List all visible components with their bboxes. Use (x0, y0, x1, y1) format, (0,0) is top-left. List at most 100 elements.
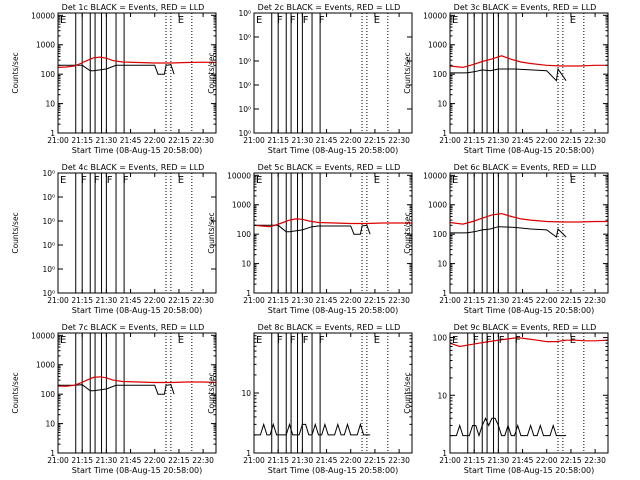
events-series-line (58, 64, 175, 75)
panel-title: Det 1c BLACK = Events, RED = LLD (62, 3, 205, 12)
lld-series-line (57, 56, 217, 68)
x-tick-label: 22:30 (584, 296, 606, 305)
x-tick-label: 21:45 (316, 296, 338, 305)
panel-title: Det 3c BLACK = Events, RED = LLD (454, 3, 597, 12)
x-axis-label: Start Time (08-Aug-15 20:58:00) (268, 466, 399, 475)
y-tick-label: 10⁰ (238, 9, 251, 18)
lld-series-line (57, 376, 217, 387)
x-tick-label: 22:00 (536, 296, 558, 305)
y-tick-label: 100 (433, 230, 448, 239)
y-axis-label: Counts/sec (11, 212, 20, 253)
y-axis-label: Counts/sec (403, 52, 412, 93)
marker-e: E (452, 15, 458, 26)
panel-title: Det 6c BLACK = Events, RED = LLD (454, 163, 597, 172)
marker-f: F (303, 15, 309, 26)
y-tick-label: 1 (50, 449, 55, 458)
x-tick-label: 22:30 (192, 456, 214, 465)
x-axis-label: Start Time (08-Aug-15 20:58:00) (268, 306, 399, 315)
x-tick-label: 21:30 (488, 296, 510, 305)
y-tick-label: 10⁰ (238, 57, 251, 66)
marker-f: F (319, 15, 325, 26)
y-tick-label: 10 (437, 391, 447, 400)
marker-e: E (452, 335, 458, 346)
events-series-line (58, 384, 175, 395)
y-axis-label: Counts/sec (403, 212, 412, 253)
x-tick-label: 21:00 (243, 456, 265, 465)
plot-frame (57, 172, 217, 294)
y-tick-label: 1000 (428, 41, 447, 50)
marker-f: F (277, 15, 283, 26)
x-tick-label: 21:15 (267, 136, 289, 145)
y-tick-label: 10⁰ (238, 81, 251, 90)
x-tick-label: 21:00 (439, 456, 461, 465)
x-tick-label: 21:15 (71, 136, 93, 145)
y-tick-label: 100 (41, 70, 56, 79)
x-tick-label: 22:15 (168, 136, 190, 145)
marker-e: E (178, 15, 184, 26)
y-tick-label: 1 (50, 129, 55, 138)
x-tick-label: 21:00 (47, 296, 69, 305)
x-tick-label: 22:30 (192, 296, 214, 305)
y-tick-label: 10⁰ (42, 169, 55, 178)
y-axis-label: Counts/sec (403, 372, 412, 413)
marker-f: F (303, 335, 309, 346)
x-tick-label: 22:15 (560, 456, 582, 465)
plot-frame (57, 332, 217, 454)
x-tick-label: 21:30 (292, 456, 314, 465)
y-tick-label: 1 (442, 289, 447, 298)
marker-f: F (515, 335, 521, 346)
panel-title: Det 5c BLACK = Events, RED = LLD (258, 163, 401, 172)
marker-e: E (60, 15, 66, 26)
events-series-line (450, 67, 567, 82)
x-tick-label: 21:15 (267, 296, 289, 305)
panel-title: Det 8c BLACK = Events, RED = LLD (258, 323, 401, 332)
marker-e: E (570, 175, 576, 186)
x-tick-label: 21:45 (512, 136, 534, 145)
x-axis-label: Start Time (08-Aug-15 20:58:00) (72, 146, 203, 155)
y-tick-label: 10⁰ (42, 265, 55, 274)
x-tick-label: 21:00 (47, 456, 69, 465)
x-axis-label: Start Time (08-Aug-15 20:58:00) (72, 306, 203, 315)
x-tick-label: 21:45 (120, 296, 142, 305)
lld-series-line (253, 218, 412, 228)
y-axis-label: Counts/sec (11, 372, 20, 413)
y-tick-label: 1 (442, 129, 447, 138)
plot-frame (57, 12, 217, 134)
x-tick-label: 21:15 (71, 296, 93, 305)
y-tick-label: 1 (246, 449, 251, 458)
y-tick-label: 10 (241, 389, 251, 398)
x-tick-label: 22:15 (364, 456, 386, 465)
x-tick-label: 21:45 (120, 136, 142, 145)
x-tick-label: 22:00 (536, 456, 558, 465)
x-tick-label: 21:00 (47, 136, 69, 145)
marker-e: E (452, 175, 458, 186)
plot-frame (449, 332, 609, 454)
x-tick-label: 21:30 (96, 136, 118, 145)
y-tick-label: 10000 (31, 11, 55, 20)
x-tick-label: 22:15 (364, 136, 386, 145)
x-tick-label: 22:15 (168, 296, 190, 305)
y-tick-label: 10 (45, 100, 55, 109)
x-tick-label: 22:15 (364, 296, 386, 305)
x-tick-label: 21:15 (463, 296, 485, 305)
y-axis-label: Counts/sec (11, 52, 20, 93)
x-axis-label: Start Time (08-Aug-15 20:58:00) (268, 146, 399, 155)
events-series-line (450, 226, 567, 238)
panel-title: Det 2c BLACK = Events, RED = LLD (258, 3, 401, 12)
marker-e: E (256, 15, 262, 26)
lld-series-line (449, 336, 609, 348)
x-tick-label: 22:00 (144, 136, 166, 145)
x-tick-label: 21:30 (292, 136, 314, 145)
y-tick-label: 10⁰ (42, 241, 55, 250)
y-tick-label: 10⁰ (42, 289, 55, 298)
x-tick-label: 21:45 (512, 296, 534, 305)
x-tick-label: 21:45 (316, 136, 338, 145)
x-tick-label: 21:00 (439, 136, 461, 145)
x-tick-label: 21:30 (96, 296, 118, 305)
y-tick-label: 1 (246, 289, 251, 298)
lld-series-line (449, 212, 608, 225)
y-tick-label: 10⁰ (238, 129, 251, 138)
